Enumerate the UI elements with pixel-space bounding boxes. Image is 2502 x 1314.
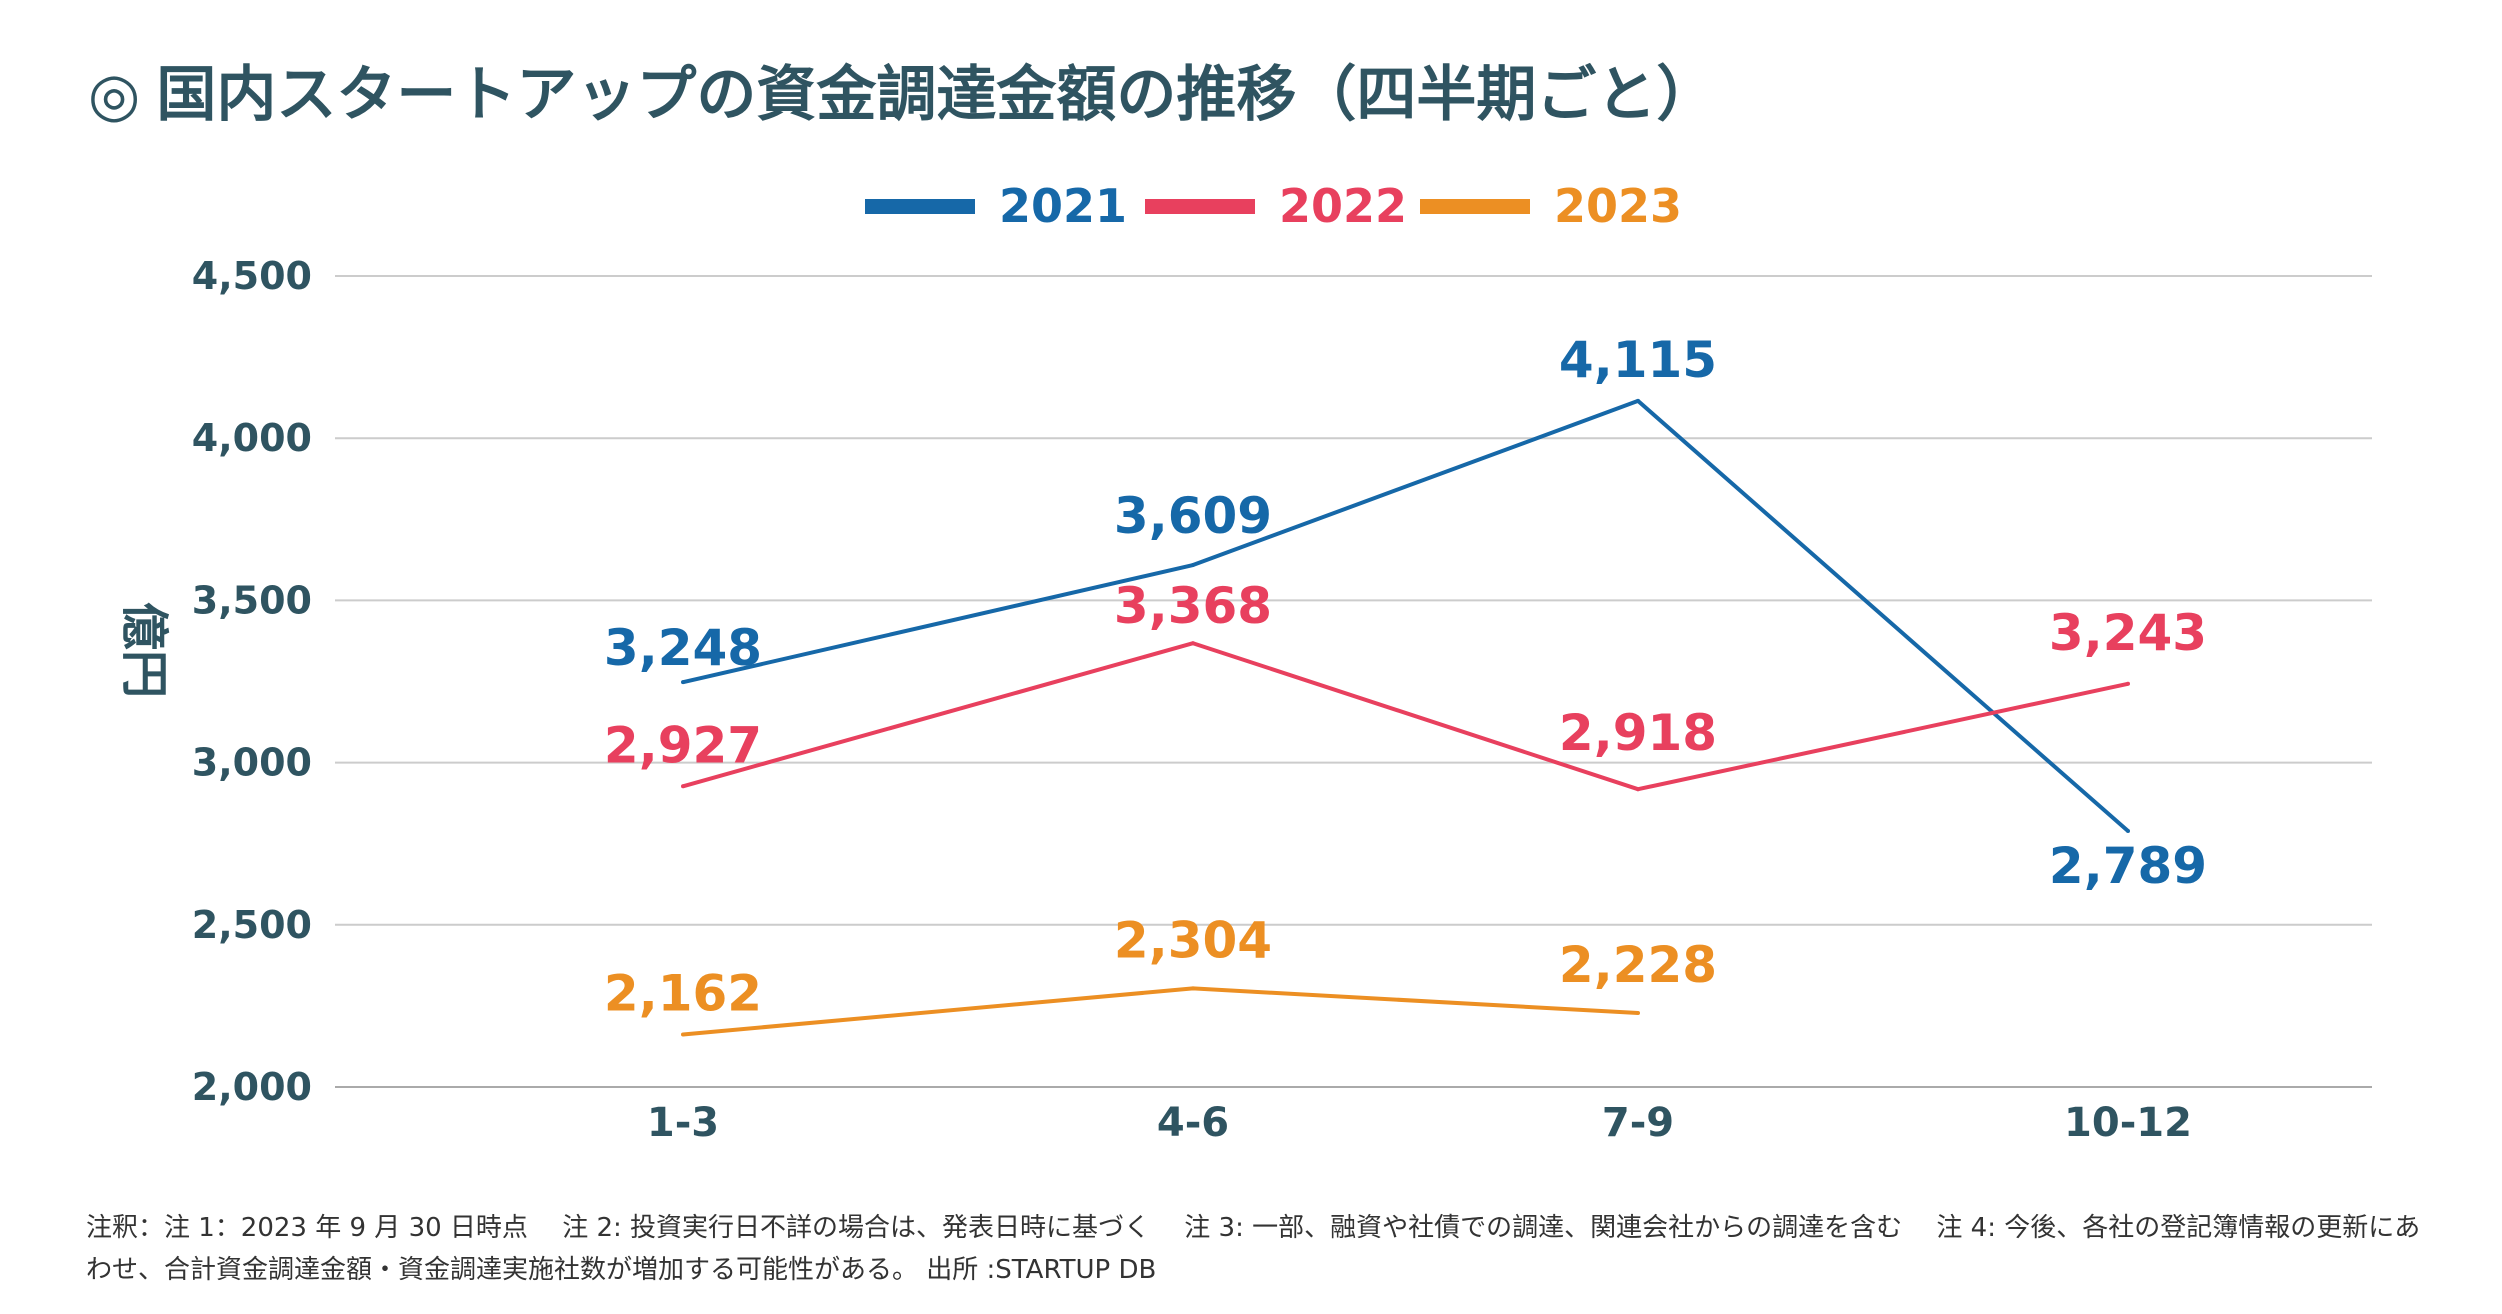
data-point-2022 xyxy=(681,784,685,789)
data-label-2023: 2,304 xyxy=(1114,911,1272,969)
legend-swatch-2021 xyxy=(865,199,975,214)
data-label-2022: 3,368 xyxy=(1114,577,1272,635)
legend-swatch-2023 xyxy=(1420,199,1530,214)
data-label-2023: 2,162 xyxy=(604,964,762,1022)
legend-label-2023: 2023 xyxy=(1554,179,1682,233)
data-point-2023 xyxy=(681,1032,685,1037)
data-point-2022 xyxy=(2126,681,2130,686)
footnote-line-2: わせ、合計資金調達金額・資金調達実施社数が増加する可能性がある。 出所 :STA… xyxy=(86,1255,1157,1285)
data-label-2021: 2,789 xyxy=(2049,837,2207,895)
legend-label-2021: 2021 xyxy=(999,179,1127,233)
series-line-2023 xyxy=(682,986,1639,1037)
chart-title-text: 国内スタートアップの資金調達金額の推移（四半期ごと） xyxy=(156,60,1717,130)
y-tick-label: 3,500 xyxy=(192,578,312,622)
x-tick-label: 4-6 xyxy=(1157,1100,1229,1146)
x-tick-label: 10-12 xyxy=(2064,1100,2192,1146)
data-label-2022: 2,927 xyxy=(604,716,762,774)
x-tick-label: 7-9 xyxy=(1602,1100,1674,1146)
data-label-2021: 3,248 xyxy=(604,619,762,677)
double-circle-icon: ◎ xyxy=(88,60,141,130)
data-label-2023: 2,228 xyxy=(1559,936,1717,994)
data-point-2023 xyxy=(1191,986,1195,991)
data-point-2023 xyxy=(1636,1011,1640,1016)
y-tick-label: 4,000 xyxy=(192,416,312,460)
chart-title: ◎ 国内スタートアップの資金調達金額の推移（四半期ごと） xyxy=(88,46,1716,133)
data-label-2021: 4,115 xyxy=(1559,331,1717,389)
data-point-2021 xyxy=(681,680,685,685)
data-label-2022: 3,243 xyxy=(2049,604,2207,662)
x-tick-label: 1-3 xyxy=(647,1100,719,1146)
y-axis-label: 億円 xyxy=(116,602,172,698)
data-point-2022 xyxy=(1191,641,1195,646)
legend-label-2022: 2022 xyxy=(1279,179,1407,233)
data-point-2022 xyxy=(1636,787,1640,792)
series-line-2022 xyxy=(682,641,2129,792)
y-tick-label: 2,500 xyxy=(192,903,312,947)
data-label-2021: 3,609 xyxy=(1114,487,1272,545)
y-tick-label: 4,500 xyxy=(192,254,312,298)
data-point-2021 xyxy=(1191,563,1195,568)
legend-swatch-2022 xyxy=(1145,199,1255,214)
series-line-2021 xyxy=(682,398,2130,833)
data-point-2021 xyxy=(1636,398,1640,403)
data-label-2022: 2,918 xyxy=(1559,704,1717,762)
footnote-line-1: 注釈：注 1：2023 年 9 月 30 日時点 注 2: 投資実行日不詳の場合… xyxy=(86,1213,2421,1243)
y-tick-label: 2,000 xyxy=(192,1065,312,1109)
data-point-2021 xyxy=(2126,829,2130,834)
y-tick-label: 3,000 xyxy=(192,741,312,785)
